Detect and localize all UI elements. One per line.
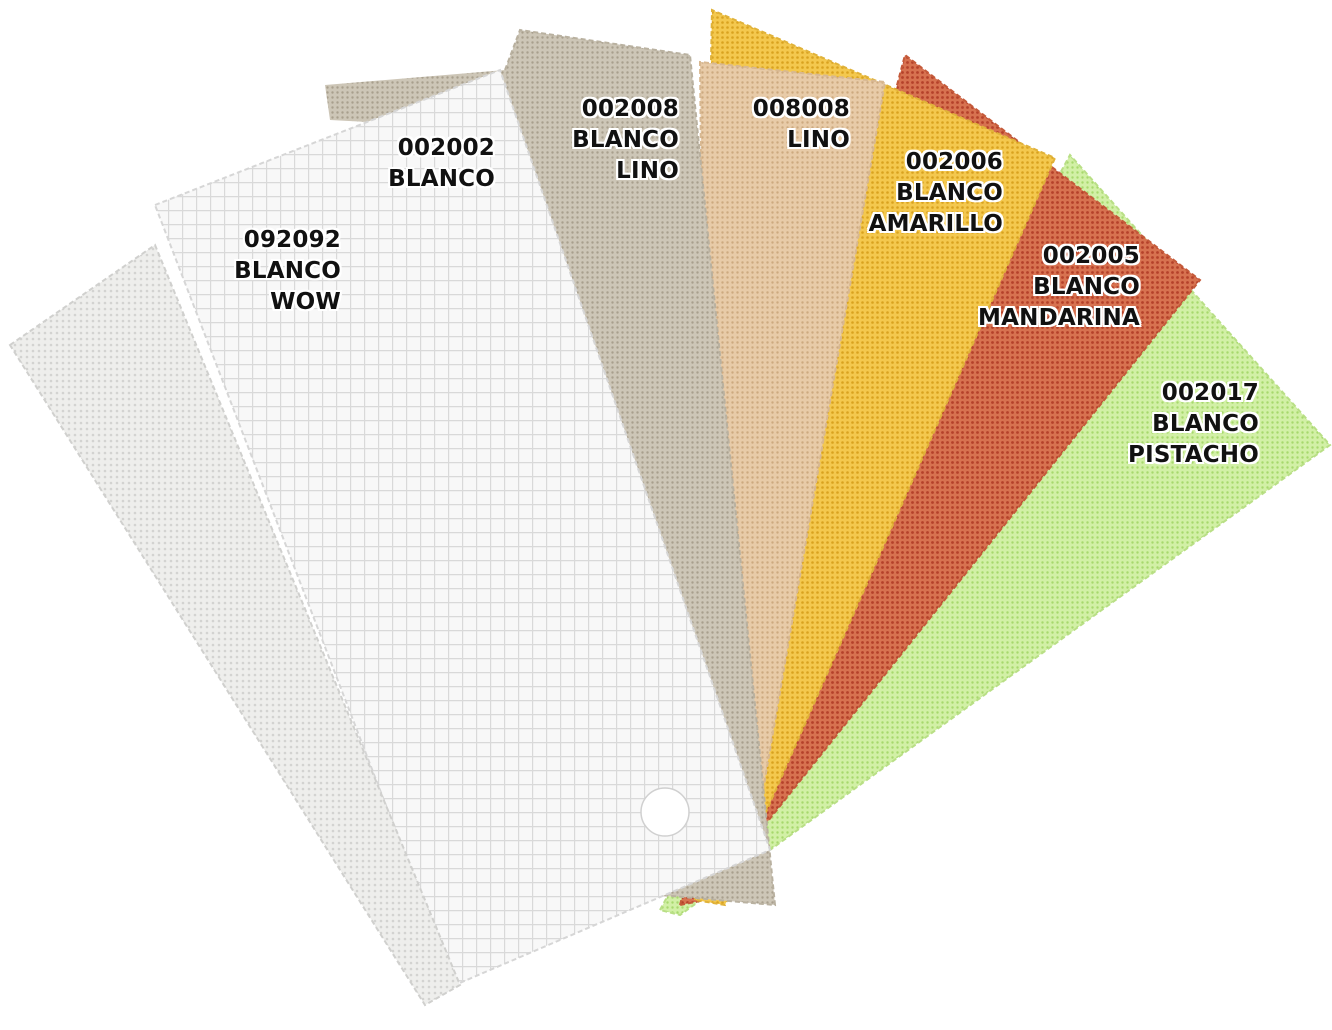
swatch-code: 002017 bbox=[1128, 378, 1259, 409]
swatch-name-line1: BLANCO bbox=[1128, 409, 1259, 440]
swatch-name-line2: MANDARINA bbox=[978, 303, 1140, 334]
swatch-label-002006: 002006 BLANCO AMARILLO bbox=[869, 147, 1003, 240]
swatch-name-line1: BLANCO bbox=[572, 125, 679, 156]
rivet-icon bbox=[641, 788, 689, 836]
swatch-name-line1: BLANCO bbox=[869, 178, 1003, 209]
swatch-name-line2: WOW bbox=[234, 287, 341, 318]
swatch-code: 092092 bbox=[234, 225, 341, 256]
swatch-code: 008008 bbox=[753, 94, 850, 125]
swatch-label-002002: 002002 BLANCO bbox=[388, 133, 495, 195]
swatch-name-line1: BLANCO bbox=[388, 164, 495, 195]
swatch-name-line2: AMARILLO bbox=[869, 209, 1003, 240]
swatch-code: 002005 bbox=[978, 241, 1140, 272]
swatch-code: 002008 bbox=[572, 94, 679, 125]
swatch-label-008008: 008008 LINO bbox=[753, 94, 850, 156]
swatch-code: 002006 bbox=[869, 147, 1003, 178]
swatch-label-002005: 002005 BLANCO MANDARINA bbox=[978, 241, 1140, 334]
swatch-name-line1: LINO bbox=[753, 125, 850, 156]
swatch-name-line1: BLANCO bbox=[978, 272, 1140, 303]
swatch-name-line2: LINO bbox=[572, 156, 679, 187]
swatch-label-002008: 002008 BLANCO LINO bbox=[572, 94, 679, 187]
swatch-label-092092: 092092 BLANCO WOW bbox=[234, 225, 341, 318]
swatch-name-line1: BLANCO bbox=[234, 256, 341, 287]
swatch-name-line2: PISTACHO bbox=[1128, 440, 1259, 471]
swatch-label-002017: 002017 BLANCO PISTACHO bbox=[1128, 378, 1259, 471]
swatch-code: 002002 bbox=[388, 133, 495, 164]
